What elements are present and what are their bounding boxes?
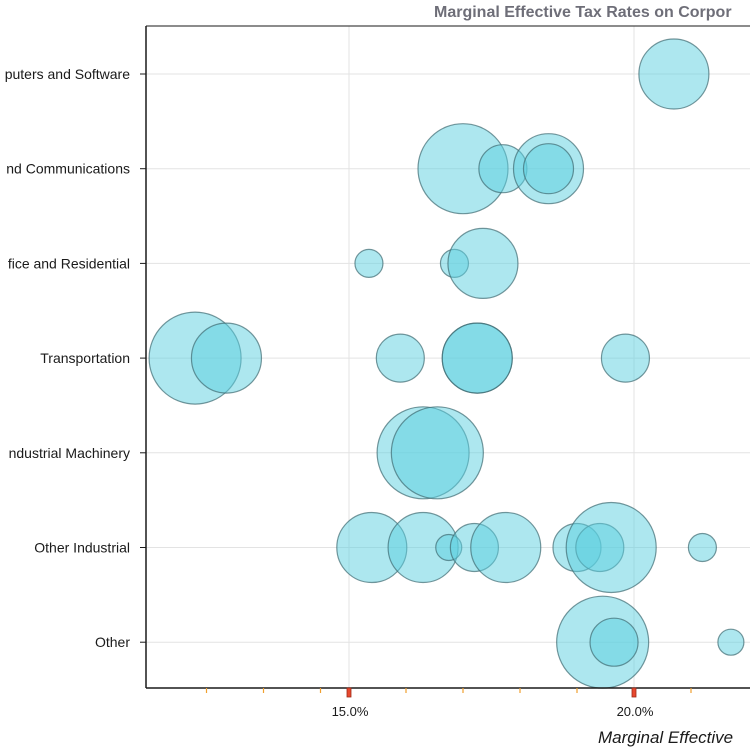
bubble-layer	[148, 38, 745, 689]
x-axis-label: Marginal Effective	[598, 728, 733, 747]
bubble-point	[470, 511, 542, 584]
bubble-point	[447, 227, 519, 299]
axes-layer	[140, 25, 750, 698]
bubble-point	[717, 628, 745, 656]
y-tick-label: Other Industrial	[34, 540, 130, 556]
y-tick-label: nd Communications	[6, 161, 130, 177]
bubble-point	[390, 406, 484, 500]
bubble-point	[190, 322, 263, 394]
x-major-tick	[631, 687, 637, 698]
bubble-point	[589, 617, 639, 667]
bubble-point	[600, 333, 651, 383]
x-tick-label: 20.0%	[617, 704, 654, 719]
bubble-point	[565, 501, 657, 594]
bubble-point	[638, 38, 710, 110]
y-tick-label: puters and Software	[5, 66, 131, 82]
chart-title: Marginal Effective Tax Rates on Corpor	[434, 4, 732, 21]
x-tick-label: 15.0%	[332, 704, 369, 719]
y-tick-label: fice and Residential	[8, 255, 130, 271]
label-layer: puters and Software nd Communications fice…	[5, 66, 733, 747]
bubble-point	[441, 322, 513, 394]
y-tick-label: Other	[95, 634, 130, 650]
bubble-point	[687, 532, 718, 563]
x-major-tick	[346, 687, 352, 698]
bubble-point	[354, 248, 384, 278]
y-tick-label: ndustrial Machinery	[9, 445, 130, 461]
bubble-point	[522, 143, 575, 195]
y-tick-label: Transportation	[40, 350, 130, 366]
bubble-point	[375, 333, 425, 383]
